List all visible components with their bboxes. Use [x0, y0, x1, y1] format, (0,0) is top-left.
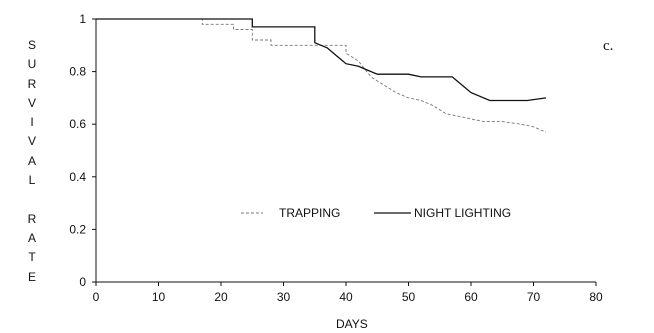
y-tick-label: 0: [79, 275, 86, 289]
x-tick-label: 80: [589, 290, 603, 304]
y-tick-label: 0.6: [69, 117, 86, 131]
legend-label: TRAPPING: [279, 206, 340, 220]
x-tick-label: 30: [277, 290, 291, 304]
series-line-night-lighting: [96, 18, 547, 102]
x-tick-label: 70: [527, 290, 541, 304]
x-tick-label: 20: [214, 290, 228, 304]
panel-label: c.: [603, 38, 614, 54]
legend-label: NIGHT LIGHTING: [414, 206, 511, 220]
x-axis-label: DAYS: [336, 317, 368, 331]
series-line-trapping: [96, 18, 547, 133]
x-tick-label: 10: [152, 290, 166, 304]
y-tick-label: 1: [79, 12, 86, 26]
y-tick-label: 0.4: [69, 170, 86, 184]
x-tick-label: 40: [339, 290, 353, 304]
x-tick-label: 50: [402, 290, 416, 304]
x-tick-label: 0: [93, 290, 100, 304]
y-tick-label: 0.2: [69, 222, 86, 236]
y-tick-label: 0.8: [69, 65, 86, 79]
x-tick-label: 60: [464, 290, 478, 304]
